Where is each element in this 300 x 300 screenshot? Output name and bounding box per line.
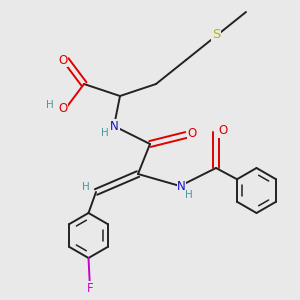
Text: N: N [177, 179, 186, 193]
Text: F: F [87, 281, 93, 295]
Text: H: H [46, 100, 53, 110]
Text: O: O [58, 101, 68, 115]
Text: O: O [58, 53, 68, 67]
Text: S: S [212, 28, 220, 41]
Text: O: O [218, 124, 227, 137]
Text: N: N [110, 119, 119, 133]
Text: H: H [101, 128, 109, 138]
Text: H: H [82, 182, 89, 193]
Text: O: O [188, 127, 196, 140]
Text: H: H [185, 190, 193, 200]
